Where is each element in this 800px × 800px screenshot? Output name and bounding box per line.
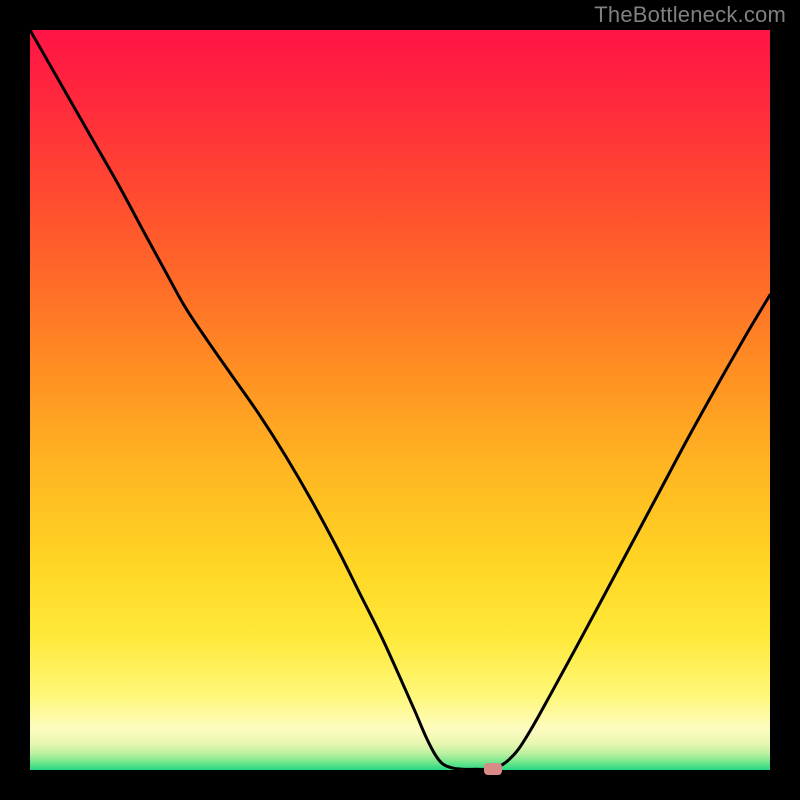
- minimum-marker: [484, 763, 502, 775]
- chart-background-gradient: [30, 30, 770, 770]
- chart-stage: TheBottleneck.com: [0, 0, 800, 800]
- watermark-text: TheBottleneck.com: [594, 2, 786, 28]
